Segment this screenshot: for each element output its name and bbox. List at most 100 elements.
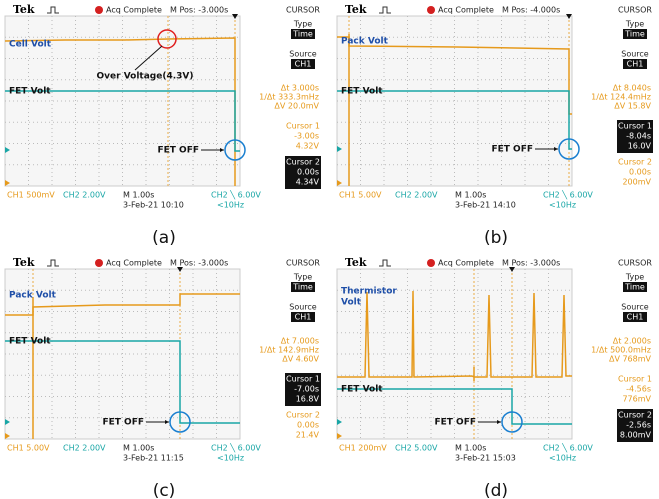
scope-panel: Tek Acq Complete M Pos: -3.000s CURSOR Pack … [5,256,321,499]
ch2-scale: CH2 5.00V [395,444,438,453]
acq-status: Acq Complete [106,259,162,268]
m-position: M Pos: -3.000s [170,259,228,268]
date: 3-Feb-21 15:03 [455,454,516,463]
menu-label: Source [289,303,317,312]
cursor-value: -3.00s [294,132,319,141]
acq-dot [427,6,435,14]
readout: Δt 2.000s [613,337,651,346]
trigger: CH2 ╲ 6.00V [543,190,593,200]
trigger-freq: <10Hz [217,201,244,210]
cursor-value: 0.00s [629,168,651,177]
menu-value: Time [624,283,645,292]
cursor-label: Cursor 2 [286,158,320,167]
cursor-value: -8.04s [626,132,651,141]
m-position: M Pos: -3.000s [502,259,560,268]
brand: Tek [345,256,367,269]
readout: ΔV 768mV [609,355,652,364]
cursor-label: Cursor 1 [618,122,652,131]
readout: ΔV 4.60V [282,355,319,364]
cursor-label: Cursor 2 [618,158,652,167]
fet-off-label: FET OFF [491,145,533,155]
acq-dot [95,259,103,267]
signal-label: Cell Volt [9,40,52,50]
cursor-label: Cursor 1 [618,375,652,384]
signal-label: Volt [341,298,362,308]
signal-label: Pack Volt [341,37,389,47]
date: 3-Feb-21 14:10 [455,201,516,210]
trigger: CH2 ╲ 6.00V [211,443,261,453]
date: 3-Feb-21 11:15 [123,454,184,463]
signal-label: FET Volt [9,337,51,347]
cursor-value: 0.00s [297,421,319,430]
trigger-freq: <10Hz [549,201,576,210]
fet-off-label: FET OFF [102,418,144,428]
cursor-label: Cursor 1 [286,375,320,384]
signal-label: FET Volt [9,87,51,97]
cursor-value: 21.4V [296,431,320,440]
menu-value: CH1 [295,313,312,322]
signal-label: Pack Volt [9,291,57,301]
readout: ΔV 20.0mV [274,102,319,111]
cursor-value: 776mV [622,395,651,404]
ch2-scale: CH2 2.00V [63,191,106,200]
acq-status: Acq Complete [438,6,494,15]
cursor-value: -7.00s [294,385,319,394]
timebase: M 1.00s [455,444,486,453]
trigger-icon [379,7,391,13]
caption: (b) [484,228,508,248]
readout: Δt 8.040s [613,84,651,93]
menu-value: CH1 [627,60,644,69]
brand: Tek [345,3,367,16]
readout: 1/Δt 500.0mHz [591,346,651,355]
trigger: CH2 ╲ 6.00V [211,190,261,200]
menu-label: Type [625,273,644,282]
menu-title: CURSOR [286,259,320,268]
menu-value: Time [292,283,313,292]
trigger-icon [47,7,59,13]
ch1-scale: CH1 200mV [339,444,387,453]
readout: 1/Δt 333.3mHz [259,93,319,102]
menu-title: CURSOR [618,6,652,15]
menu-value: Time [624,30,645,39]
readout: Δt 7.000s [281,337,319,346]
cursor-value: 16.0V [628,142,652,151]
timebase: M 1.00s [455,191,486,200]
cursor-value: -2.56s [626,421,651,430]
ch1-scale: CH1 5.00V [339,191,382,200]
cursor-value: 4.32V [296,142,320,151]
signal-label: FET Volt [341,87,383,97]
ch2-scale: CH2 2.00V [395,191,438,200]
menu-title: CURSOR [286,6,320,15]
cursor-value: 4.34V [296,178,320,187]
menu-label: Type [625,20,644,29]
signal-label: Thermistor [341,287,397,297]
menu-value: CH1 [627,313,644,322]
readout: Δt 3.000s [281,84,319,93]
trigger-icon [47,260,59,266]
readout: 1/Δt 124.4mHz [591,93,651,102]
menu-label: Source [621,50,649,59]
trigger-icon [379,260,391,266]
cursor-value: 200mV [622,178,651,187]
timebase: M 1.00s [123,191,154,200]
note: Over Voltage(4.3V) [97,72,194,82]
figure: Tek Acq Complete M Pos: -3.000s CURSOR Cell … [0,0,659,499]
caption: (c) [153,481,176,499]
brand: Tek [13,256,35,269]
date: 3-Feb-21 10:10 [123,201,184,210]
trigger-freq: <10Hz [217,454,244,463]
menu-label: Source [621,303,649,312]
cursor-label: Cursor 1 [286,122,320,131]
trigger: CH2 ╲ 6.00V [543,443,593,453]
cursor-value: 16.8V [296,395,320,404]
menu-value: Time [292,30,313,39]
signal-label: FET Volt [341,385,383,395]
readout: 1/Δt 142.9mHz [259,346,319,355]
ch1-scale: CH1 500mV [7,191,55,200]
cursor-value: -4.56s [626,385,651,394]
fet-off-label: FET OFF [434,418,476,428]
menu-title: CURSOR [618,259,652,268]
menu-label: Type [293,273,312,282]
cursor-value: 0.00s [297,168,319,177]
